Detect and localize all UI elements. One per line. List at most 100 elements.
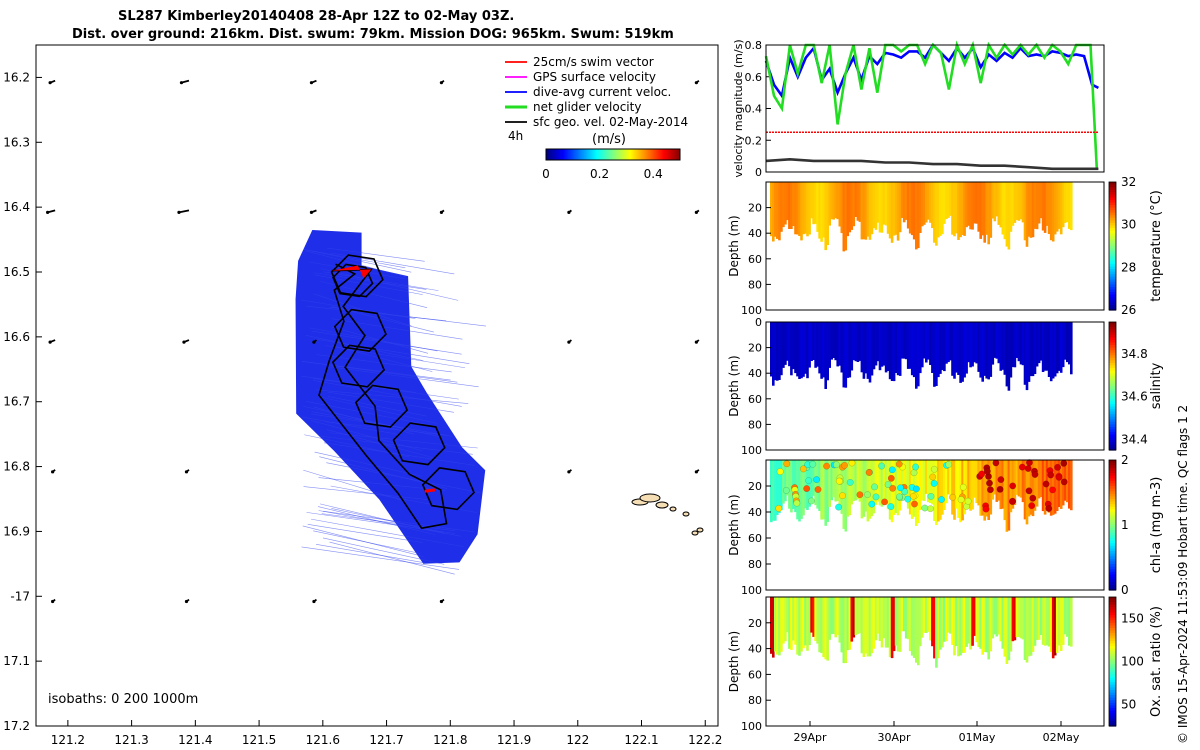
oxygen-section-cell (824, 597, 827, 660)
colorbar-cell (666, 149, 668, 160)
chla-colorbar-cell (1109, 584, 1116, 588)
temperature-section-cell (908, 182, 912, 234)
oxygen-section-cell (1005, 597, 1009, 664)
temperature-colorbar-cell (1109, 197, 1116, 201)
oxygen-section-cell (796, 597, 799, 655)
oxygen-section-cell (912, 597, 916, 658)
chla-sample-point (1018, 463, 1026, 471)
salinity-section-cell (965, 322, 968, 374)
colorbar-cell (656, 149, 658, 160)
oxygen-section-cell (979, 597, 982, 649)
map-y-tick-label: 16.3 (3, 135, 30, 149)
colorbar-cell (546, 149, 548, 160)
salinity-colorbar-cell (1109, 403, 1116, 408)
chla-colorbar-cell (1109, 551, 1116, 555)
oxygen-section-cell (840, 597, 844, 653)
chla-sample-point (872, 493, 880, 501)
oxygen-section-cell (850, 597, 854, 642)
oxygen-section-cell (870, 597, 874, 654)
oxygen-colorbar-cell (1109, 646, 1116, 650)
coastline-island (639, 493, 661, 503)
salinity-colorbar-cell (1109, 427, 1116, 431)
chla-frame (765, 459, 1105, 591)
temperature-section-cell (818, 182, 821, 239)
salinity-section-cell (967, 322, 970, 363)
temperature-section-cell (953, 182, 956, 237)
chla-sample-point (888, 466, 896, 474)
temperature-section-cell (961, 182, 964, 235)
chla-section-cell (1003, 460, 1007, 521)
chla-colorbar-cell (1109, 553, 1116, 557)
velocity-y-tick-label: 0.2 (745, 134, 763, 147)
temperature-section-cell (935, 182, 938, 246)
chla-colorbar-cell (1109, 577, 1116, 581)
colorbar-cell (566, 149, 568, 160)
salinity-section-cell (1013, 322, 1017, 368)
oxygen-section-cell (860, 597, 864, 654)
chla-section-cell (925, 460, 928, 494)
salinity-section-cell (1035, 322, 1039, 367)
salinity-colorbar-label: salinity (1149, 362, 1164, 409)
chla-sample-point (1060, 459, 1068, 467)
oxygen-section-cell (784, 597, 787, 642)
chla-colorbar-label: chl-a (mg m-3) (1149, 477, 1164, 574)
chla-section-cell (1023, 460, 1027, 520)
chla-colorbar-cell (1109, 569, 1116, 573)
sfc-geo-arrowhead (694, 340, 698, 344)
dive-avg-vector (327, 391, 454, 413)
temperature-section-cell (1059, 182, 1063, 235)
oxygen-section-cell (1037, 597, 1041, 640)
oxygen-colorbar-cell (1109, 700, 1116, 704)
oxygen-colorbar-cell (1109, 707, 1116, 712)
temperature-colorbar-cell (1109, 210, 1116, 214)
salinity-colorbar-cell (1109, 342, 1116, 346)
colorbar-cell (632, 149, 634, 160)
salinity-section-cell (945, 322, 948, 364)
dive-avg-vector (331, 306, 434, 333)
temperature-section-cell (955, 182, 958, 234)
chla-colorbar-cell (1109, 558, 1116, 562)
map-x-tick-label: 122.2 (688, 733, 722, 747)
temperature-colorbar-cell (1109, 230, 1116, 234)
salinity-section-cell (939, 322, 942, 374)
salinity-section-cell (832, 322, 835, 358)
temperature-section-cell (812, 182, 815, 225)
salinity-section-cell (784, 322, 787, 365)
colorbar-cell (569, 149, 571, 160)
dive-avg-vector (303, 486, 428, 500)
oxygen-section-cell (770, 597, 773, 654)
chla-section-cell (1047, 460, 1051, 513)
waypoint-hexagon (392, 422, 446, 466)
colorbar-cell (556, 149, 558, 160)
map-y-tick-label: 17.2 (3, 719, 30, 733)
chla-sample-point (887, 474, 895, 482)
oxygen-section-cell (1035, 597, 1039, 640)
chla-section-cell (826, 460, 829, 522)
chla-colorbar-cell (1109, 579, 1116, 583)
chla-section-cell (834, 460, 837, 502)
colorbar-cell (671, 149, 673, 160)
colorbar-cell (618, 149, 620, 160)
temperature-section-cell (772, 182, 775, 242)
temperature-section-cell (993, 182, 997, 222)
chla-sample-point (814, 486, 822, 493)
chla-section-cell (973, 460, 976, 498)
chla-colorbar-cell (1109, 475, 1116, 479)
oxygen-section-cell (782, 597, 785, 644)
salinity-y-tick-label: 0 (755, 316, 762, 329)
colorbar-cell (607, 149, 609, 160)
chla-section-cell (983, 460, 986, 521)
temperature-section-cell (1051, 182, 1055, 242)
oxygen-section-cell (1070, 597, 1073, 647)
temperature-section-cell (780, 182, 783, 232)
salinity-colorbar-cell (1109, 368, 1116, 372)
legend-label: GPS surface velocity (533, 70, 656, 84)
chla-colorbar-cell (1109, 506, 1116, 510)
colorbar-cell (558, 149, 560, 160)
sfc-geo-arrowhead (309, 81, 314, 85)
oxygen-section-cell (949, 597, 952, 634)
dive-avg-vector (311, 518, 464, 548)
dive-avg-vector (329, 541, 455, 575)
oxygen-colorbar-tick-label: 50 (1121, 698, 1136, 712)
temperature-section-cell (1061, 182, 1065, 228)
